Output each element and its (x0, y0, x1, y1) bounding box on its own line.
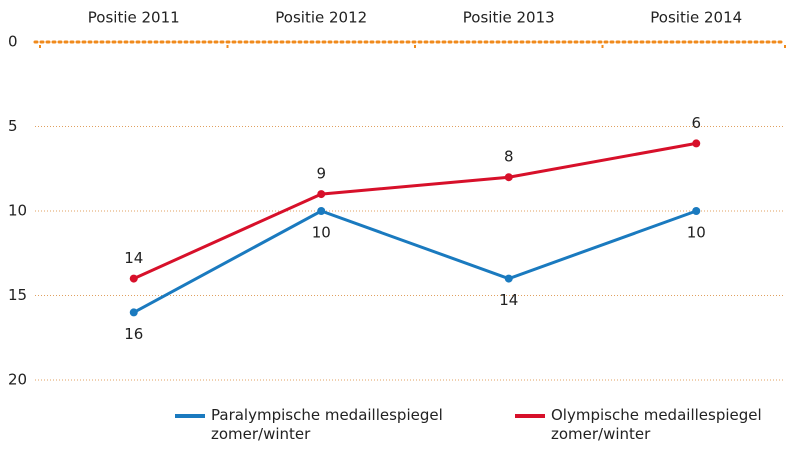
x-tick-label: Positie 2011 (88, 9, 180, 27)
data-label: 10 (687, 224, 706, 242)
legend-swatch (175, 414, 205, 418)
data-label: 9 (316, 165, 326, 183)
data-point (317, 207, 326, 215)
y-tick-label: 10 (8, 202, 27, 220)
data-point (692, 207, 701, 215)
legend-label: Olympische medaillespiegel zomer/winter (551, 406, 762, 443)
data-label: 6 (691, 114, 701, 132)
data-point (504, 274, 513, 283)
y-tick-label: 5 (8, 117, 18, 135)
series-line (133, 209, 697, 314)
y-tick-label: 20 (8, 371, 27, 389)
y-tick-label: 0 (8, 33, 18, 51)
x-tick-label: Positie 2012 (275, 9, 367, 27)
legend-item: Olympische medaillespiegel zomer/winter (515, 406, 777, 444)
legend-item: Paralympische medaillespiegel zomer/wint… (175, 406, 465, 444)
y-tick-label: 15 (8, 286, 27, 304)
legend-swatch (515, 414, 545, 418)
data-label: 10 (312, 224, 331, 242)
data-label: 14 (499, 291, 518, 309)
data-label: 14 (124, 249, 143, 267)
data-label: 8 (504, 148, 514, 166)
data-point (129, 274, 138, 283)
data-point (317, 190, 326, 199)
x-tick-label: Positie 2014 (650, 9, 742, 27)
legend-label: Paralympische medaillespiegel zomer/wint… (211, 406, 443, 443)
data-label: 16 (124, 325, 143, 343)
series-line (133, 141, 697, 280)
chart: 0 5 10 15 20 Positie 2011 Positie 2012 Positie … (8, 9, 787, 389)
data-point (692, 139, 701, 148)
data-point (129, 308, 138, 317)
data-point (504, 173, 513, 182)
x-tick-label: Positie 2013 (463, 9, 555, 27)
